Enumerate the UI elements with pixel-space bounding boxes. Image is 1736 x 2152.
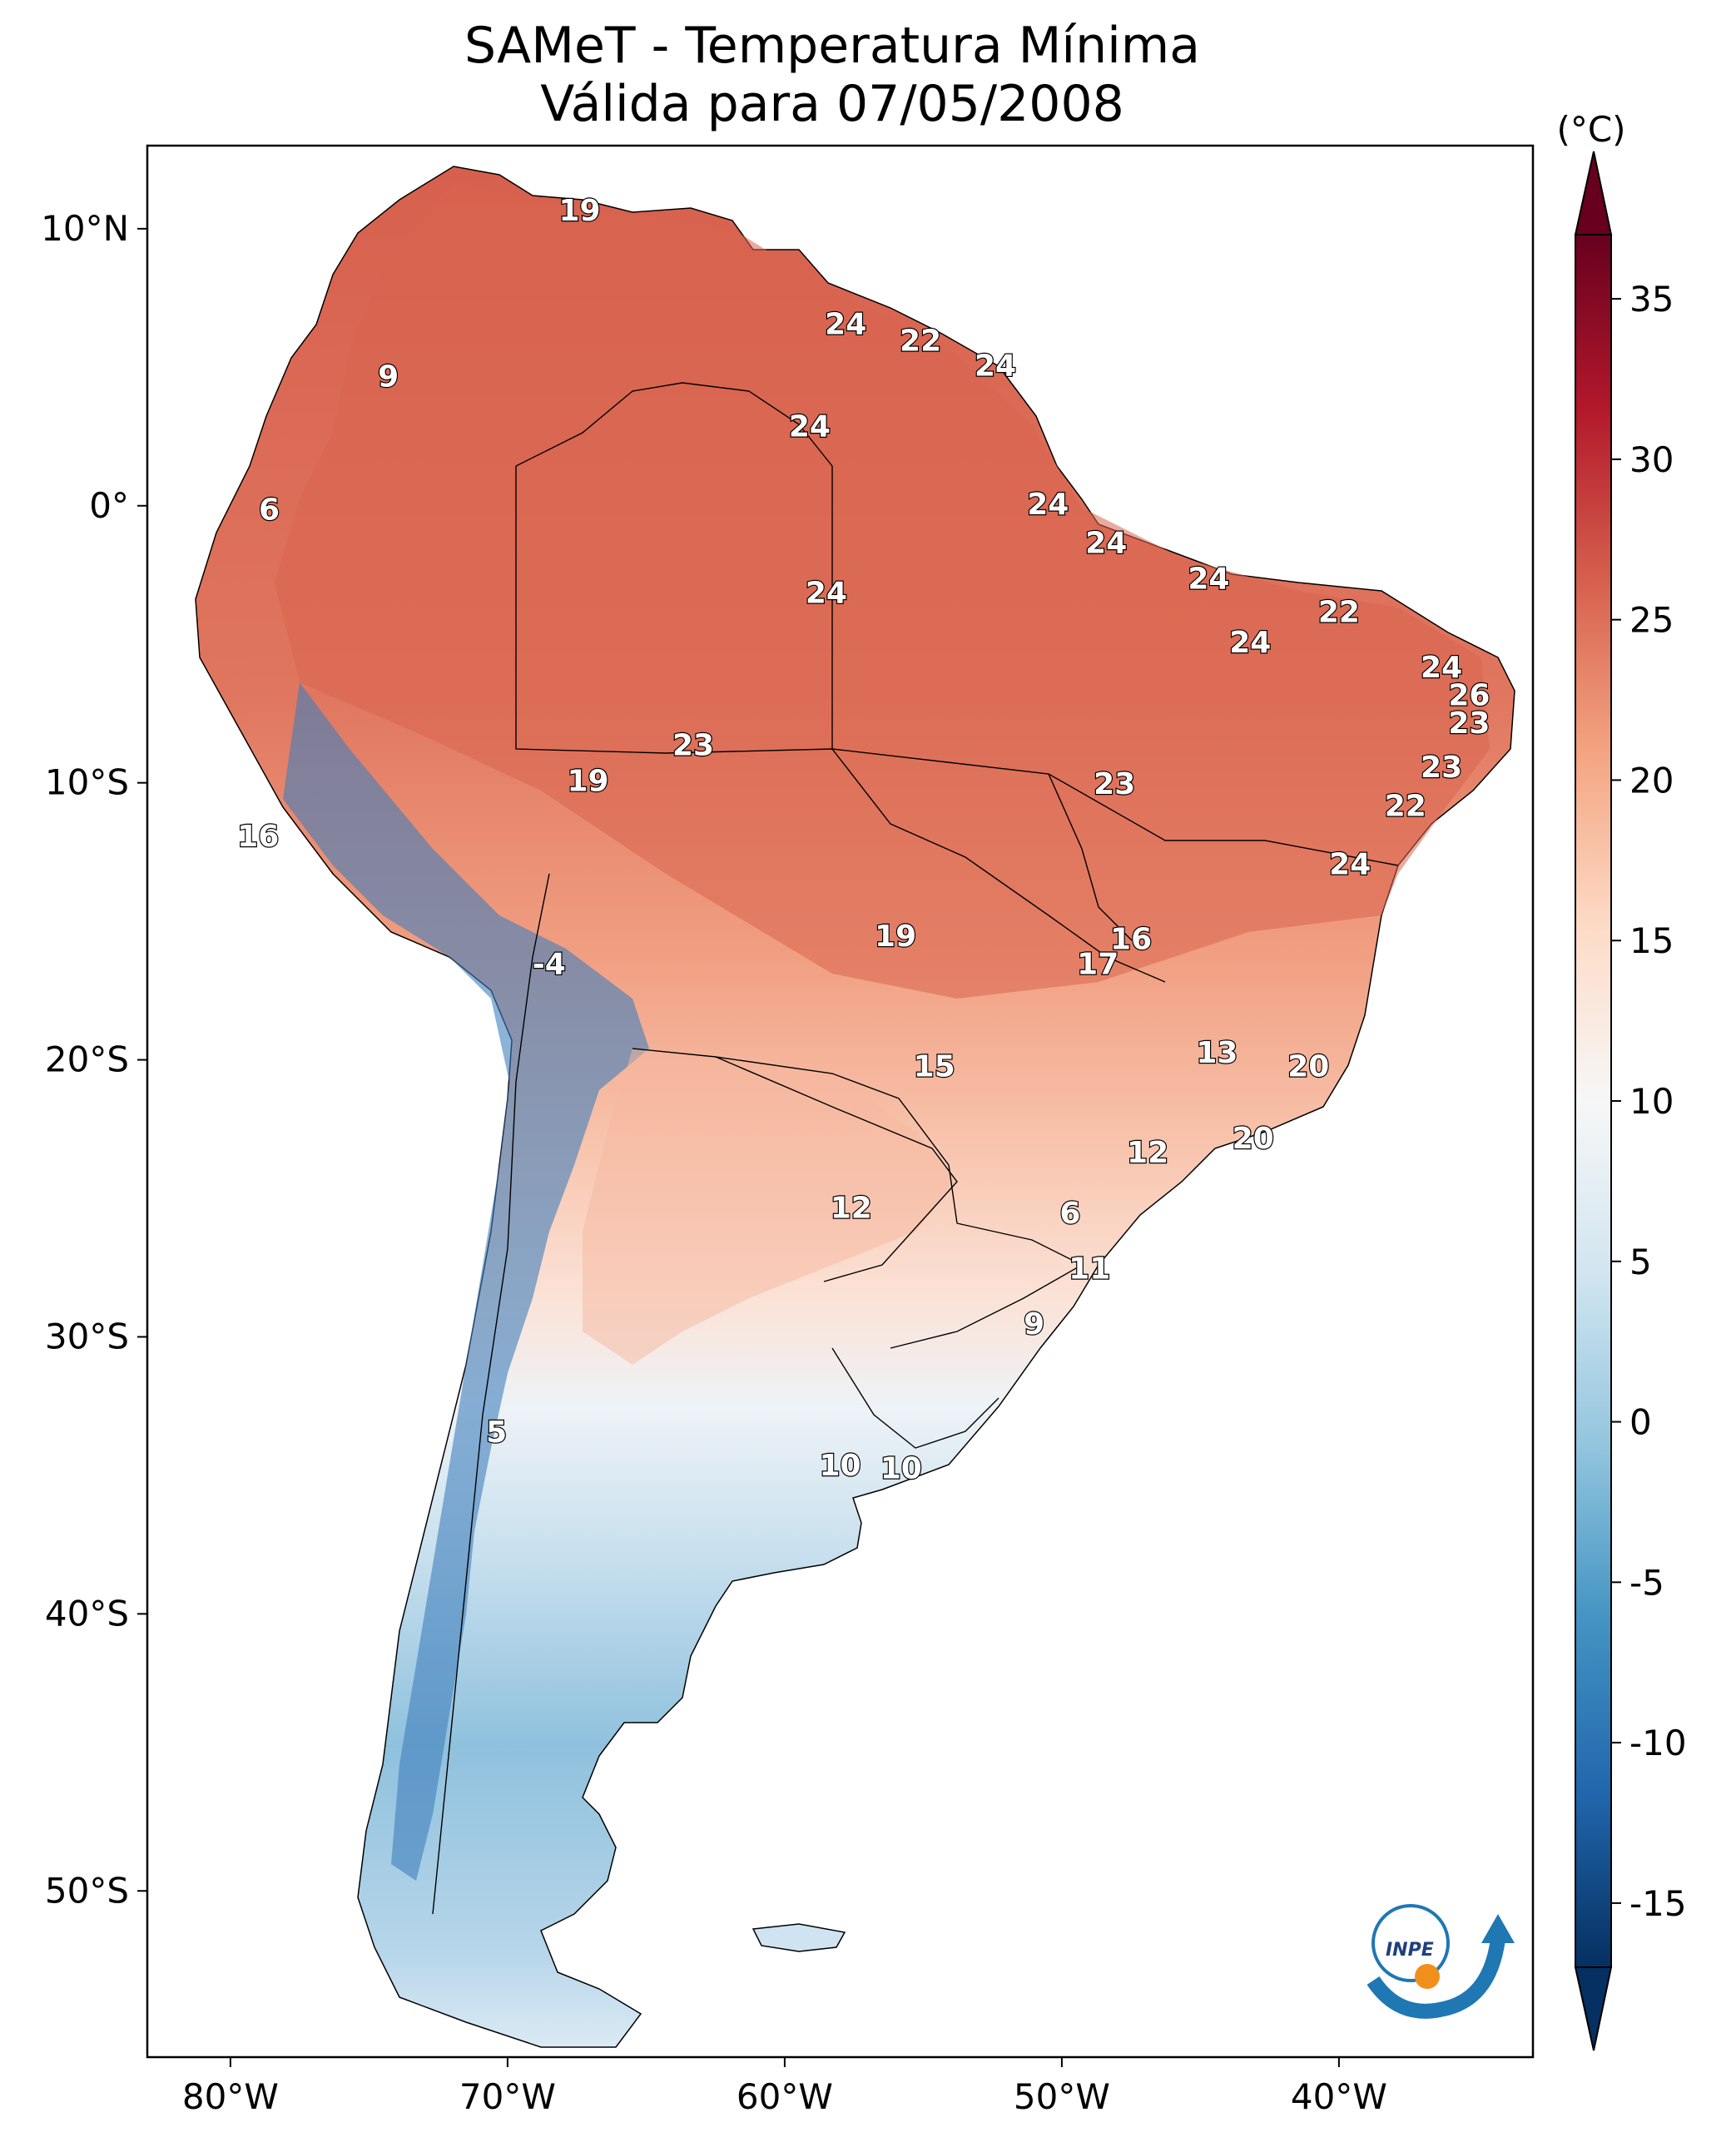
x-tick-label: 50°W <box>1014 2076 1110 2117</box>
continent-layer <box>195 166 1515 2048</box>
contour-label: 23 <box>672 728 714 762</box>
contour-label: 9 <box>378 360 399 394</box>
y-tick-label: 10°S <box>45 762 129 803</box>
contour-label: 5 <box>486 1416 507 1450</box>
colorbar-tick-label: -10 <box>1629 1723 1687 1763</box>
y-tick-label: 10°N <box>41 208 129 249</box>
contour-label: 12 <box>831 1191 872 1225</box>
andes-cold-band <box>283 682 649 1881</box>
contour-label: 24 <box>1085 526 1127 560</box>
contour-label: 13 <box>1196 1036 1238 1070</box>
warm-region <box>275 183 1490 999</box>
contour-label: -4 <box>533 947 566 981</box>
inpe-logo: INPE <box>1366 1904 1515 2019</box>
colorbar-tick-label: -15 <box>1629 1883 1687 1924</box>
contour-label: 24 <box>1188 563 1229 597</box>
falkland-islands <box>751 1923 846 1952</box>
contour-label: 10 <box>880 1451 922 1485</box>
colorbar-tick-label: -5 <box>1629 1562 1664 1603</box>
x-tick-label: 80°W <box>182 2076 279 2117</box>
contour-label: 24 <box>1229 626 1271 660</box>
contour-label: 22 <box>1318 596 1360 630</box>
colorbar-min-arrow <box>1574 1966 1613 2051</box>
contour-label: 20 <box>1287 1050 1329 1084</box>
contour-label: 23 <box>1421 751 1462 785</box>
colorbar-ticks: 35 30 25 20 15 10 5 0 -5 -10 -15 <box>1611 279 1687 1924</box>
colorbar-unit: (°C) <box>1556 109 1625 150</box>
y-tick-label: 50°S <box>45 1870 129 1911</box>
contour-label: 16 <box>237 820 279 854</box>
contour-label: 6 <box>259 493 280 527</box>
latitude-ticks: 10°N 0° 10°S 20°S 30°S 40°S 50°S <box>41 208 147 1911</box>
contour-label: 23 <box>1094 767 1135 801</box>
contour-label: 19 <box>567 765 608 799</box>
country-borders <box>432 382 1399 1915</box>
contour-label: 10 <box>819 1449 861 1483</box>
contour-label: 6 <box>1059 1197 1080 1231</box>
contour-label: 24 <box>789 410 831 444</box>
contour-label: 19 <box>558 194 600 228</box>
contour-label: 12 <box>1127 1136 1168 1170</box>
colorbar-tick-label: 20 <box>1629 760 1674 801</box>
contour-label: 24 <box>975 349 1016 383</box>
contour-label: 22 <box>1385 790 1426 824</box>
colorbar-tick-label: 10 <box>1629 1081 1674 1122</box>
contour-label: 22 <box>900 324 941 358</box>
contour-label: 20 <box>1233 1122 1274 1156</box>
contour-label: 15 <box>914 1050 955 1084</box>
contour-label: 24 <box>806 576 847 610</box>
colorbar-tick-label: 25 <box>1629 600 1674 641</box>
x-tick-label: 70°W <box>459 2076 556 2117</box>
colorbar-bar <box>1575 234 1612 1968</box>
colorbar: (°C) 35 30 25 20 15 10 5 0 -5 -10 -15 <box>1556 109 1687 2051</box>
pampas-mild-region <box>583 1049 957 1365</box>
contour-label: 24 <box>1027 488 1069 522</box>
contour-label: 11 <box>1069 1252 1110 1287</box>
colorbar-tick-label: 0 <box>1629 1402 1652 1443</box>
contour-label: 17 <box>1077 947 1118 981</box>
inpe-logo-text: INPE <box>1386 1940 1434 1961</box>
contour-label: 24 <box>1421 651 1462 685</box>
colorbar-tick-label: 5 <box>1629 1242 1652 1282</box>
colorbar-tick-label: 15 <box>1629 920 1674 961</box>
contour-label: 9 <box>1024 1307 1044 1341</box>
contour-label: 19 <box>875 920 916 954</box>
colorbar-tick-label: 30 <box>1629 439 1674 480</box>
y-tick-label: 30°S <box>45 1316 129 1356</box>
longitude-ticks: 80°W 70°W 60°W 50°W 40°W <box>182 2057 1387 2117</box>
x-tick-label: 40°W <box>1291 2076 1387 2117</box>
colorbar-tick-label: 35 <box>1629 279 1674 320</box>
y-tick-label: 20°S <box>45 1039 129 1080</box>
contour-label: 23 <box>1448 707 1490 741</box>
x-tick-label: 60°W <box>737 2076 833 2117</box>
y-tick-label: 40°S <box>45 1593 129 1634</box>
contour-label: 16 <box>1110 922 1152 956</box>
contour-label: 24 <box>1329 848 1371 882</box>
contour-label: 24 <box>825 307 866 341</box>
colorbar-max-arrow <box>1574 151 1613 236</box>
map-title: SAMeT - Temperatura Mínima <box>464 17 1201 75</box>
y-tick-label: 0° <box>89 485 129 526</box>
map-subtitle: Válida para 07/05/2008 <box>540 75 1124 133</box>
contour-label: 26 <box>1448 679 1490 713</box>
